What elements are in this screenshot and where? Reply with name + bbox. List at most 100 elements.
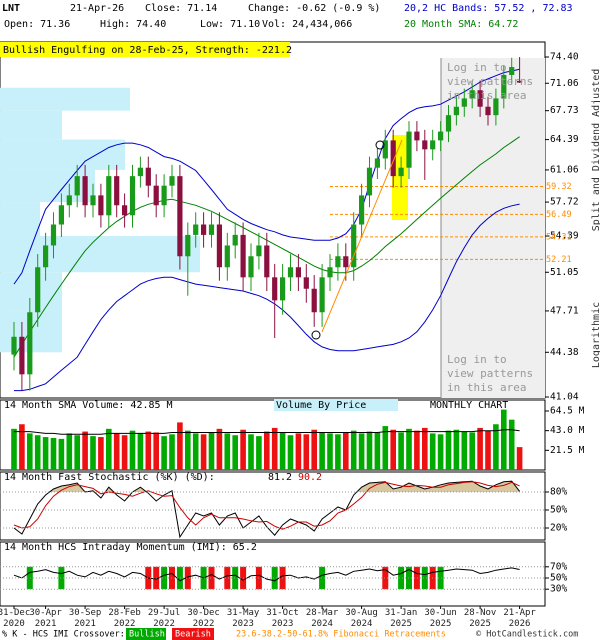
volume-bar bbox=[82, 431, 88, 470]
candle-body bbox=[406, 131, 412, 168]
x-tick-label: 29-Jul 2022 bbox=[147, 608, 181, 629]
volume-bar bbox=[129, 430, 136, 470]
stochastic-line bbox=[13, 481, 520, 530]
candle-body bbox=[335, 256, 341, 268]
candle-body bbox=[208, 224, 215, 235]
fib-label: 54.31 bbox=[546, 232, 572, 242]
candle-body bbox=[122, 205, 128, 216]
candle-body bbox=[201, 224, 207, 235]
volume-bar bbox=[177, 422, 183, 470]
y-tick-label: 50% bbox=[550, 573, 567, 584]
fib-label: 56.49 bbox=[546, 210, 572, 220]
crossover-bar bbox=[319, 566, 326, 590]
volume-bar bbox=[27, 433, 33, 470]
candle-body bbox=[438, 131, 444, 141]
candle-body bbox=[295, 267, 301, 278]
candle-body bbox=[98, 195, 104, 216]
volume-by-price-bar bbox=[0, 110, 62, 140]
x-tick-label: 28-Nov 2025 bbox=[463, 608, 497, 629]
legend-bearish: Bearish bbox=[175, 630, 211, 640]
candle-body bbox=[169, 176, 175, 186]
volume-by-price-bar bbox=[0, 139, 125, 170]
volume-bar bbox=[216, 428, 223, 470]
volume-bar bbox=[90, 436, 96, 470]
y-tick-label: 43.0 M bbox=[550, 425, 585, 436]
pattern-marker bbox=[375, 140, 385, 150]
volume-bar bbox=[208, 432, 215, 470]
candle-body bbox=[66, 195, 72, 206]
pattern-marker bbox=[311, 330, 321, 340]
volume-bar bbox=[232, 435, 238, 470]
pattern-banner bbox=[0, 42, 290, 57]
volume-title: 14 Month SMA Volume: 42.85 M bbox=[4, 400, 173, 411]
volume-bar bbox=[19, 424, 25, 470]
date: 21-Apr-26 bbox=[70, 3, 124, 14]
volume-bar bbox=[406, 428, 412, 470]
candle-body bbox=[114, 176, 120, 206]
y-tick-label: 51.05 bbox=[550, 267, 579, 278]
pattern-notice: Log in to bbox=[447, 353, 507, 366]
volume-bar bbox=[422, 427, 428, 470]
fib-label: 59.32 bbox=[546, 182, 572, 192]
candle-body bbox=[240, 234, 246, 278]
crossover-bar bbox=[58, 566, 65, 590]
candle-body bbox=[256, 245, 262, 257]
candle-body bbox=[430, 140, 436, 150]
volume-bar bbox=[398, 432, 404, 470]
y-tick-label: 54.39 bbox=[550, 231, 579, 242]
y-tick-label: 61.06 bbox=[550, 164, 579, 175]
volume-bar bbox=[327, 433, 333, 470]
volume-bar bbox=[437, 434, 444, 470]
y-tick-label: 47.71 bbox=[550, 305, 579, 316]
candle-body bbox=[382, 140, 388, 159]
legend-bullish: Bullish bbox=[129, 630, 165, 640]
volume-bar bbox=[453, 429, 460, 470]
volume-sma bbox=[14, 429, 520, 435]
candle-body bbox=[493, 98, 499, 116]
vbp-label: Volume By Price bbox=[276, 400, 366, 411]
pattern-notice: in this area bbox=[447, 381, 526, 394]
candle-body bbox=[224, 245, 230, 268]
vbp-label-box bbox=[274, 399, 398, 411]
volume-bar bbox=[469, 432, 475, 470]
candle-body bbox=[374, 158, 380, 168]
volume-by-price-bar bbox=[0, 202, 40, 237]
volume-bar bbox=[429, 433, 436, 470]
candle-body bbox=[343, 256, 349, 268]
x-tick-label: 30-Jun 2025 bbox=[424, 608, 457, 629]
volume-bar bbox=[287, 435, 294, 470]
chart-period: MONTHLY CHART bbox=[430, 400, 508, 411]
band-lower bbox=[14, 203, 520, 392]
volume: Vol: 24,434,066 bbox=[262, 19, 352, 30]
trend-line bbox=[321, 139, 403, 333]
stochastic-d-value: 90.2 bbox=[298, 472, 322, 483]
stochastic-title: 14 Month Fast Stochastic (%K) (%D): bbox=[4, 472, 215, 483]
crossover-bar bbox=[176, 566, 183, 590]
crossover-bar bbox=[208, 566, 215, 590]
candle-body bbox=[145, 167, 151, 186]
crossover-bar bbox=[382, 566, 389, 590]
crossover-bar bbox=[161, 566, 168, 590]
candle-body bbox=[74, 176, 80, 196]
stochastic-line bbox=[13, 480, 520, 539]
crossover-bar bbox=[26, 566, 33, 590]
candle-body bbox=[43, 245, 49, 268]
candle-body bbox=[469, 90, 475, 99]
volume-bar bbox=[279, 432, 286, 470]
volume-bar bbox=[414, 430, 420, 470]
pattern-notice: Log in to bbox=[447, 61, 507, 74]
candle-body bbox=[137, 167, 143, 177]
candle-body bbox=[161, 185, 167, 206]
volume-bar bbox=[185, 430, 191, 470]
x-tick-label: 31-May 2023 bbox=[226, 608, 260, 629]
volume-bar bbox=[501, 409, 507, 470]
candle-body bbox=[477, 90, 483, 107]
volume-bar bbox=[264, 431, 270, 470]
candle-body bbox=[129, 176, 136, 216]
crossover-bar bbox=[232, 566, 239, 590]
x-tick-label: 30-Dec 2022 bbox=[187, 608, 220, 629]
volume-by-price-bar bbox=[0, 236, 200, 273]
crossover-bar bbox=[413, 566, 420, 590]
y-tick-label: 57.72 bbox=[550, 197, 579, 208]
